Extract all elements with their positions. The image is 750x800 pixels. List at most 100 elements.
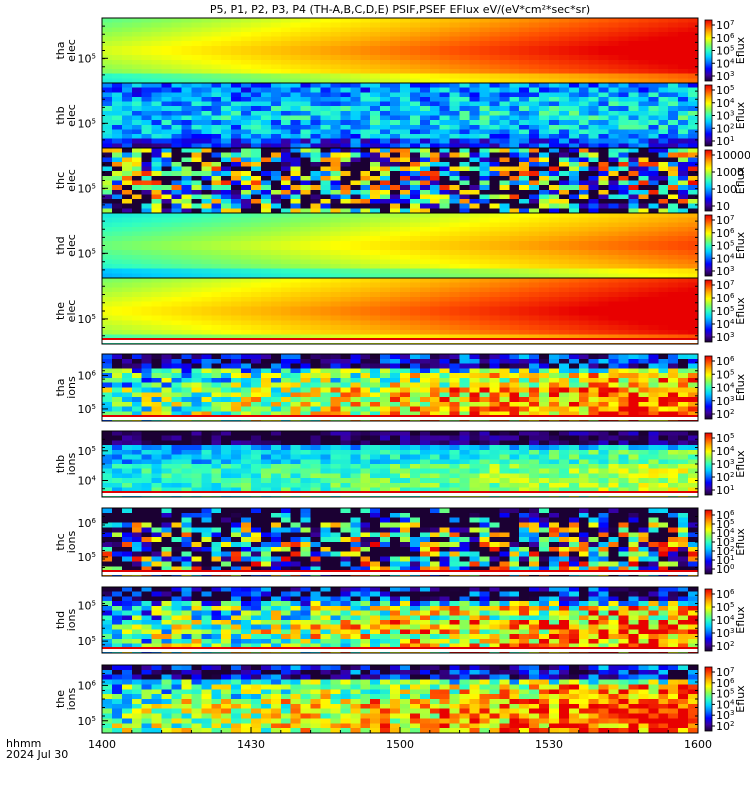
- heatmap-cell: [270, 240, 282, 247]
- heatmap-cell: [221, 363, 232, 369]
- heatmap-cell: [489, 296, 500, 303]
- heatmap-cell: [558, 259, 570, 265]
- heatmap-cell: [161, 315, 173, 322]
- heatmap-cell: [181, 222, 192, 228]
- heatmap-cell: [598, 199, 610, 205]
- heatmap-cell: [449, 115, 461, 121]
- heatmap-cell: [608, 278, 620, 284]
- heatmap-cell: [459, 363, 471, 369]
- heatmap-cell: [628, 64, 639, 70]
- heatmap-cell: [519, 387, 530, 393]
- colorbar-label: Eflux: [734, 101, 747, 129]
- heatmap-cell: [310, 64, 322, 70]
- heatmap-cell: [370, 87, 381, 93]
- heatmap-cell: [429, 110, 441, 117]
- heatmap-cell: [221, 64, 232, 70]
- heatmap-cell: [191, 69, 202, 75]
- heatmap-cell: [608, 259, 620, 265]
- heatmap-cell: [251, 397, 262, 403]
- heatmap-cell: [201, 329, 212, 336]
- heatmap-cell: [151, 203, 163, 209]
- heatmap-cell: [370, 311, 381, 317]
- heatmap-cell: [668, 292, 679, 298]
- heatmap-cell: [529, 382, 540, 389]
- heatmap-cell: [300, 59, 312, 66]
- heatmap-cell: [539, 50, 550, 56]
- heatmap-cell: [409, 152, 421, 158]
- heatmap-cell: [638, 250, 649, 256]
- heatmap-cell: [251, 292, 262, 298]
- heatmap-cell: [449, 110, 461, 117]
- heatmap-cell: [310, 226, 322, 233]
- heatmap-cell: [449, 236, 461, 242]
- heatmap-cell: [479, 83, 490, 89]
- heatmap-cell: [201, 382, 212, 389]
- heatmap-cell: [290, 73, 302, 79]
- heatmap-cell: [568, 373, 580, 379]
- heatmap-cell: [499, 296, 510, 303]
- heatmap-cell: [241, 236, 252, 242]
- heatmap-cell: [251, 392, 262, 398]
- heatmap-cell: [320, 240, 332, 247]
- heatmap-cell: [618, 222, 630, 228]
- heatmap-cell: [270, 138, 282, 144]
- heatmap-cell: [201, 110, 212, 117]
- heatmap-cell: [111, 45, 123, 52]
- heatmap-cell: [688, 124, 699, 131]
- heatmap-cell: [558, 78, 570, 84]
- heatmap-cell: [111, 320, 123, 326]
- heatmap-cell: [260, 264, 272, 270]
- heatmap-cell: [628, 368, 639, 374]
- heatmap-cell: [151, 138, 163, 144]
- heatmap-cell: [330, 292, 341, 298]
- heatmap-cell: [509, 115, 520, 121]
- heatmap-cell: [260, 59, 272, 66]
- heatmap-cell: [479, 171, 490, 177]
- heatmap-cell: [310, 363, 322, 369]
- heatmap-cell: [320, 387, 332, 393]
- heatmap-cell: [350, 50, 361, 56]
- heatmap-cell: [429, 278, 441, 284]
- heatmap-cell: [628, 278, 639, 284]
- heatmap-cell: [578, 287, 590, 293]
- heatmap-cell: [409, 222, 421, 228]
- heatmap-cell: [320, 152, 332, 158]
- heatmap-cell: [310, 217, 322, 223]
- heatmap-cell: [558, 306, 570, 312]
- heatmap-cell: [111, 354, 123, 360]
- heatmap-cell: [360, 185, 371, 191]
- heatmap-cell: [241, 377, 252, 384]
- heatmap-cell: [529, 189, 540, 196]
- heatmap-cell: [251, 373, 262, 379]
- heatmap-cell: [688, 282, 699, 289]
- heatmap-cell: [400, 194, 411, 200]
- heatmap-cell: [310, 282, 322, 289]
- heatmap-cell: [360, 31, 371, 38]
- heatmap-cell: [489, 92, 500, 98]
- heatmap-cell: [638, 152, 649, 158]
- heatmap-cell: [479, 194, 490, 200]
- heatmap-cell: [628, 325, 639, 331]
- heatmap-cell: [678, 27, 689, 33]
- heatmap-cell: [648, 264, 659, 270]
- heatmap-cell: [231, 296, 242, 303]
- heatmap-cell: [111, 50, 123, 56]
- heatmap-cell: [409, 287, 421, 293]
- heatmap-cell: [121, 50, 133, 56]
- heatmap-cell: [290, 18, 302, 24]
- heatmap-cell: [320, 138, 332, 144]
- heatmap-cell: [409, 50, 421, 56]
- heatmap-cell: [151, 325, 163, 331]
- heatmap-cell: [429, 64, 441, 70]
- heatmap-cell: [489, 292, 500, 298]
- heatmap-cell: [201, 231, 212, 237]
- heatmap-cell: [568, 171, 580, 177]
- heatmap-cell: [568, 166, 580, 172]
- heatmap-cell: [360, 134, 371, 140]
- heatmap-cell: [459, 69, 471, 75]
- heatmap-cell: [390, 311, 401, 317]
- heatmap-cell: [558, 134, 570, 140]
- heatmap-cell: [400, 278, 411, 284]
- heatmap-cell: [459, 36, 471, 42]
